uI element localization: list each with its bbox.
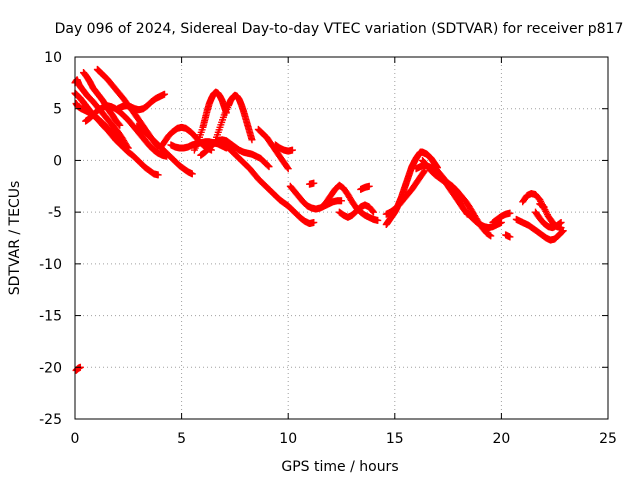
x-tick-label: 25 (599, 431, 617, 447)
y-tick-label: 10 (44, 50, 62, 66)
series-arc31 (532, 208, 565, 232)
y-tick-label: -20 (39, 360, 62, 376)
data-point (264, 162, 272, 170)
data-point (161, 90, 169, 98)
series-arc14 (220, 141, 318, 228)
x-tick-label: 20 (492, 431, 510, 447)
data-points (71, 65, 567, 374)
y-tick-label: -10 (39, 257, 62, 273)
data-point (463, 210, 471, 218)
data-point (369, 208, 377, 216)
y-tick-label: 5 (53, 102, 62, 118)
data-point (540, 203, 548, 211)
series-arc6 (82, 102, 171, 160)
series-arc26 (429, 162, 471, 218)
data-point (462, 209, 470, 217)
grid-lines (75, 57, 608, 419)
series-arc12 (212, 91, 256, 144)
series-arc19 (306, 179, 318, 188)
series-arc7 (114, 90, 169, 114)
data-point (283, 163, 291, 171)
data-point (248, 136, 256, 144)
data-point (420, 168, 428, 176)
x-tick-label: 15 (386, 431, 404, 447)
data-point (506, 209, 514, 217)
y-tick-label: -15 (39, 309, 62, 325)
data-point (265, 163, 273, 171)
data-point (557, 218, 565, 226)
y-tick-label: -5 (48, 205, 62, 221)
data-point (116, 121, 124, 129)
x-tick-label: 10 (279, 431, 297, 447)
x-tick-label: 5 (177, 431, 186, 447)
data-point (369, 207, 377, 215)
data-point (188, 170, 196, 178)
series-arc15 (254, 125, 292, 173)
x-tick-labels: 0 5 10 15 20 25 (71, 431, 617, 447)
data-point (310, 218, 318, 226)
plot-frame (74, 56, 609, 420)
y-tick-labels: 10 5 0 -5 -10 -15 -20 -25 (39, 50, 62, 428)
y-axis-label: SDTVAR / TECUs (7, 181, 23, 296)
data-point (115, 120, 123, 128)
data-point (288, 146, 296, 154)
series-arc16 (271, 141, 296, 155)
data-point (284, 165, 292, 173)
data-point (338, 197, 345, 205)
y-tick-label: 0 (53, 153, 62, 169)
data-point (310, 179, 318, 187)
y-tick-label: -25 (39, 412, 62, 428)
series-arc17 (286, 182, 345, 213)
data-point (487, 232, 495, 240)
axis-ticks (74, 56, 609, 420)
data-point (124, 144, 132, 152)
data-point (365, 182, 373, 190)
data-point (374, 216, 382, 224)
series-arc4 (80, 69, 124, 129)
chart-title: Day 096 of 2024, Sidereal Day-to-day VTE… (55, 21, 624, 37)
x-axis-label: GPS time / hours (281, 459, 398, 475)
series-arc21 (357, 182, 373, 193)
data-point (558, 228, 566, 236)
data-point (123, 143, 131, 151)
series-arc23 (382, 167, 429, 218)
x-tick-label: 0 (71, 431, 80, 447)
series-arc29 (512, 215, 567, 244)
series-arc32 (536, 200, 548, 211)
data-point (154, 171, 162, 179)
data-point (506, 233, 514, 241)
series-arc27 (489, 209, 514, 226)
series-outlier (72, 363, 84, 374)
data-point (497, 218, 505, 226)
series-arc20 (335, 201, 377, 221)
series-arc28 (502, 231, 514, 241)
